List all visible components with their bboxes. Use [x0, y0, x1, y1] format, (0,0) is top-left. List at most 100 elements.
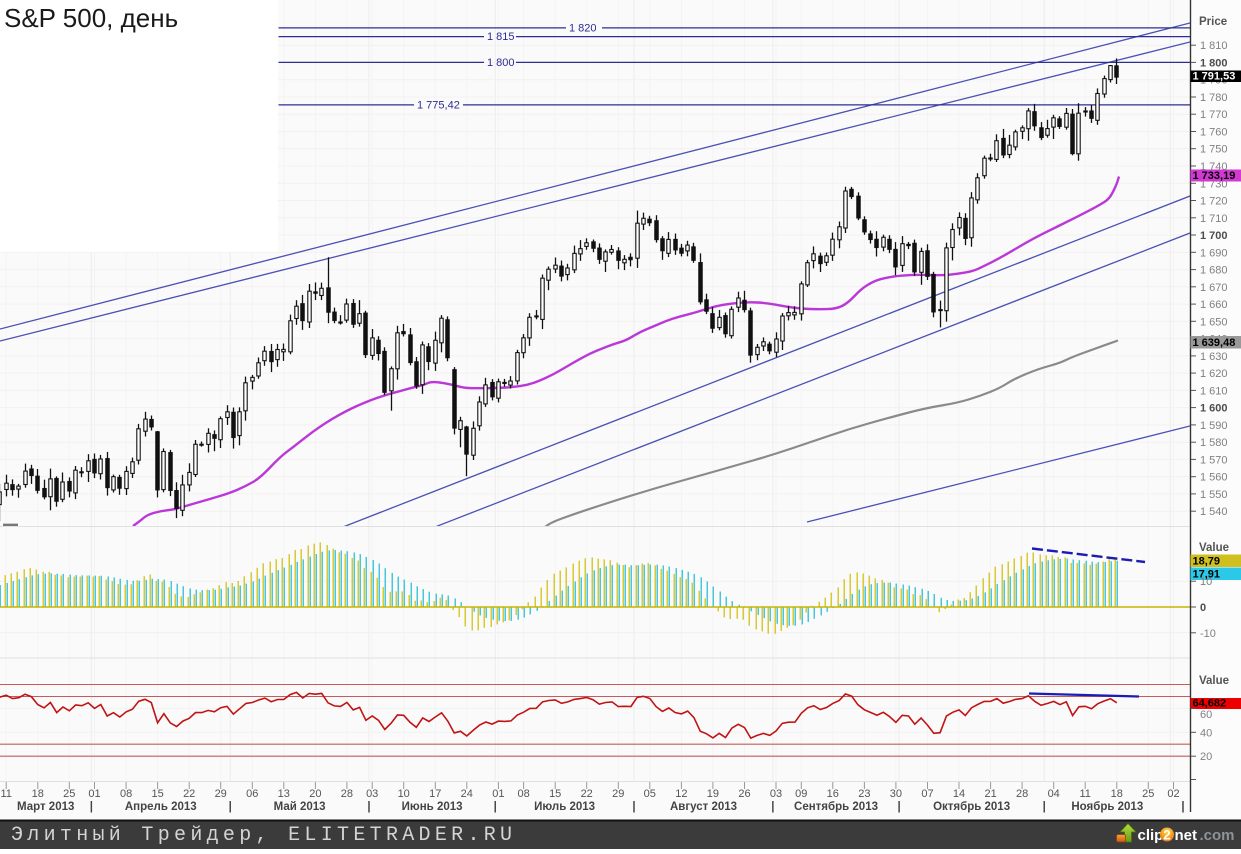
svg-text:1 639,48: 1 639,48	[1193, 337, 1236, 349]
svg-text:04: 04	[1048, 788, 1060, 800]
svg-text:12: 12	[675, 788, 687, 800]
svg-text:1 800: 1 800	[487, 57, 515, 69]
svg-text:|: |	[90, 801, 93, 813]
svg-text:07: 07	[921, 788, 933, 800]
svg-text:19: 19	[707, 788, 719, 800]
svg-text:2: 2	[1163, 828, 1171, 843]
svg-text:Март 2013: Март 2013	[17, 801, 74, 813]
svg-text:1 820: 1 820	[569, 22, 597, 34]
svg-text:1 815: 1 815	[487, 31, 515, 43]
svg-text:64,682: 64,682	[1193, 698, 1227, 710]
svg-text:24: 24	[461, 788, 473, 800]
svg-text:08: 08	[517, 788, 529, 800]
svg-text:1 600: 1 600	[1200, 403, 1228, 415]
svg-text:Октябрь 2013: Октябрь 2013	[933, 801, 1010, 813]
svg-text:1 700: 1 700	[1200, 230, 1228, 242]
svg-text:23: 23	[858, 788, 870, 800]
svg-text:1 791,53: 1 791,53	[1193, 71, 1236, 83]
svg-text:20: 20	[1200, 751, 1212, 763]
svg-text:15: 15	[549, 788, 561, 800]
svg-text:40: 40	[1200, 727, 1212, 739]
svg-text:1 610: 1 610	[1200, 385, 1228, 397]
svg-text:02: 02	[1167, 788, 1179, 800]
svg-text:1 710: 1 710	[1200, 213, 1228, 225]
svg-text:10: 10	[1200, 576, 1212, 588]
svg-text:1 680: 1 680	[1200, 265, 1228, 277]
svg-text:Value: Value	[1199, 675, 1229, 687]
svg-text:09: 09	[795, 788, 807, 800]
svg-text:|: |	[1043, 801, 1046, 813]
svg-text:13: 13	[278, 788, 290, 800]
svg-text:Май 2013: Май 2013	[274, 801, 326, 813]
svg-text:Price: Price	[1199, 16, 1227, 28]
svg-text:1 650: 1 650	[1200, 316, 1228, 328]
svg-text:1 550: 1 550	[1200, 489, 1228, 501]
svg-text:Value: Value	[1199, 542, 1229, 554]
svg-text:1 630: 1 630	[1200, 351, 1228, 363]
svg-text:18,79: 18,79	[1193, 556, 1221, 568]
svg-text:25: 25	[63, 788, 75, 800]
svg-text:1 750: 1 750	[1200, 144, 1228, 156]
svg-text:29: 29	[612, 788, 624, 800]
svg-text:|: |	[632, 801, 635, 813]
svg-text:1 540: 1 540	[1200, 506, 1228, 518]
svg-text:1 590: 1 590	[1200, 420, 1228, 432]
svg-text:60: 60	[1200, 709, 1212, 721]
svg-text:Июнь 2013: Июнь 2013	[402, 801, 463, 813]
svg-text:1 780: 1 780	[1200, 92, 1228, 104]
svg-text:1 620: 1 620	[1200, 368, 1228, 380]
svg-text:.com: .com	[1200, 827, 1235, 844]
svg-text:17: 17	[429, 788, 441, 800]
svg-text:|: |	[367, 801, 370, 813]
svg-text:net: net	[1175, 827, 1198, 844]
svg-text:01: 01	[492, 788, 504, 800]
svg-text:Ноябрь 2013: Ноябрь 2013	[1071, 801, 1143, 813]
svg-text:20: 20	[309, 788, 321, 800]
svg-text:01: 01	[88, 788, 100, 800]
svg-text:1 800: 1 800	[1200, 57, 1228, 69]
svg-text:Апрель 2013: Апрель 2013	[125, 801, 197, 813]
svg-text:11: 11	[1079, 788, 1090, 800]
svg-text:1 775,42: 1 775,42	[417, 99, 460, 111]
svg-text:06: 06	[246, 788, 258, 800]
svg-text:1 570: 1 570	[1200, 454, 1228, 466]
svg-text:1 810: 1 810	[1200, 40, 1228, 52]
svg-text:|: |	[1181, 801, 1184, 813]
svg-text:1 580: 1 580	[1200, 437, 1228, 449]
svg-text:26: 26	[738, 788, 750, 800]
svg-text:1 770: 1 770	[1200, 109, 1228, 121]
svg-text:25: 25	[1142, 788, 1154, 800]
svg-text:03: 03	[770, 788, 782, 800]
svg-text:|: |	[229, 801, 232, 813]
svg-text:22: 22	[581, 788, 593, 800]
svg-text:03: 03	[366, 788, 378, 800]
svg-text:|: |	[771, 801, 774, 813]
svg-text:1 690: 1 690	[1200, 247, 1228, 259]
svg-text:|: |	[897, 801, 900, 813]
svg-text:Сентябрь 2013: Сентябрь 2013	[794, 801, 878, 813]
svg-text:Август 2013: Август 2013	[670, 801, 737, 813]
svg-text:1 760: 1 760	[1200, 127, 1228, 139]
svg-text:Июль 2013: Июль 2013	[534, 801, 595, 813]
svg-text:Элитный Трейдер, ELITETRADER.R: Элитный Трейдер, ELITETRADER.RU	[11, 824, 516, 847]
svg-text:08: 08	[120, 788, 132, 800]
svg-text:-10: -10	[1200, 628, 1216, 640]
svg-text:05: 05	[644, 788, 656, 800]
svg-text:28: 28	[1016, 788, 1028, 800]
svg-text:18: 18	[1111, 788, 1123, 800]
svg-text:29: 29	[215, 788, 227, 800]
svg-text:S&P 500, день: S&P 500, день	[4, 3, 178, 33]
svg-text:22: 22	[183, 788, 195, 800]
svg-text:15: 15	[151, 788, 163, 800]
svg-text:30: 30	[890, 788, 902, 800]
svg-text:clip: clip	[1138, 827, 1164, 844]
svg-text:28: 28	[341, 788, 353, 800]
svg-text:10: 10	[398, 788, 410, 800]
svg-text:11: 11	[0, 788, 11, 800]
svg-text:0: 0	[1200, 602, 1206, 614]
svg-text:1 660: 1 660	[1200, 299, 1228, 311]
svg-text:1 560: 1 560	[1200, 472, 1228, 484]
svg-text:1 733,19: 1 733,19	[1193, 170, 1236, 182]
svg-text:21: 21	[984, 788, 996, 800]
svg-text:18: 18	[32, 788, 44, 800]
